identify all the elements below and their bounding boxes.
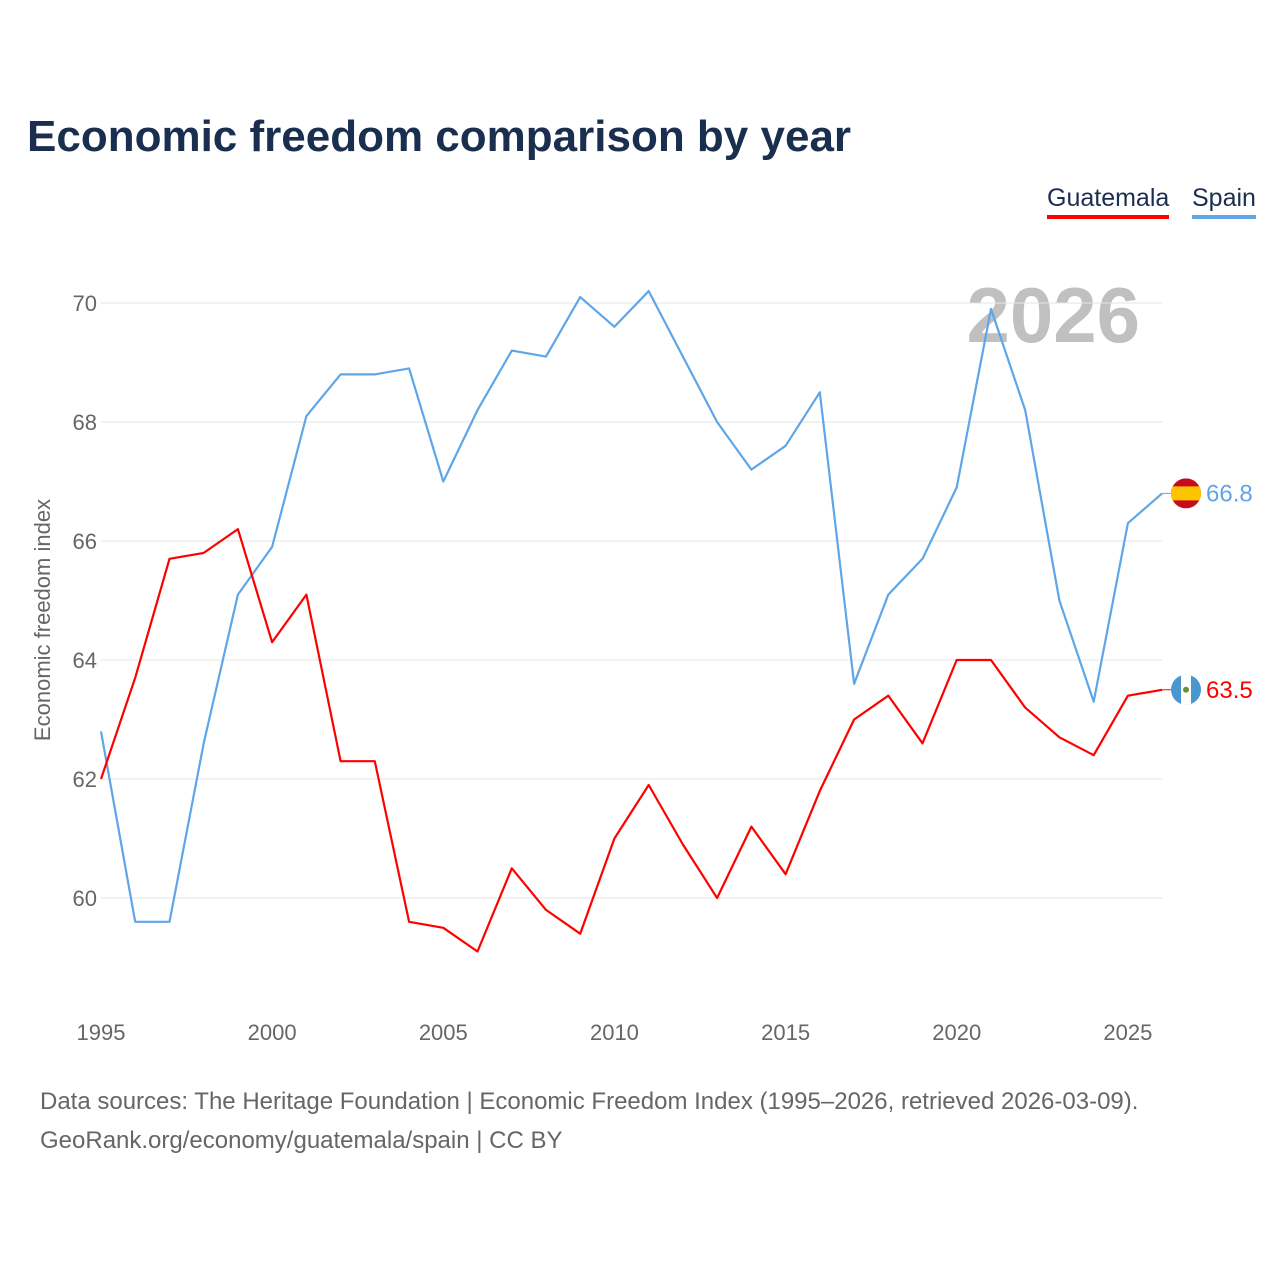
y-tick-label: 68 [73, 410, 97, 435]
series-line-guatemala [99, 527, 1163, 953]
x-tick-label: 2010 [590, 1020, 639, 1045]
year-watermark: 2026 [966, 271, 1140, 359]
spain-flag-icon [1171, 478, 1201, 509]
x-tick-label: 2025 [1103, 1020, 1152, 1045]
y-tick-label: 64 [73, 648, 97, 673]
y-axis-label: Economic freedom index [30, 499, 55, 741]
x-tick-label: 2000 [248, 1020, 297, 1045]
legend-spain[interactable]: Spain [1192, 184, 1256, 219]
series-line-spain [99, 290, 1163, 923]
y-tick-label: 62 [73, 767, 97, 792]
end-value-label-spain: 66.8 [1206, 480, 1253, 507]
footer-link: GeoRank.org/economy/guatemala/spain | CC… [40, 1127, 563, 1154]
chart-title: Economic freedom comparison by year [27, 112, 852, 161]
x-tick-label: 1995 [77, 1020, 126, 1045]
x-tick-label: 2005 [419, 1020, 468, 1045]
guatemala-flag-icon [1171, 674, 1201, 705]
footer-sources: Data sources: The Heritage Foundation | … [40, 1088, 1139, 1115]
y-tick-label: 60 [73, 886, 97, 911]
y-tick-label: 66 [73, 529, 97, 554]
y-tick-label: 70 [73, 291, 97, 316]
legend-guatemala[interactable]: Guatemala [1047, 184, 1170, 219]
end-value-label-guatemala: 63.5 [1206, 677, 1253, 704]
x-tick-label: 2020 [932, 1020, 981, 1045]
x-tick-label: 2015 [761, 1020, 810, 1045]
